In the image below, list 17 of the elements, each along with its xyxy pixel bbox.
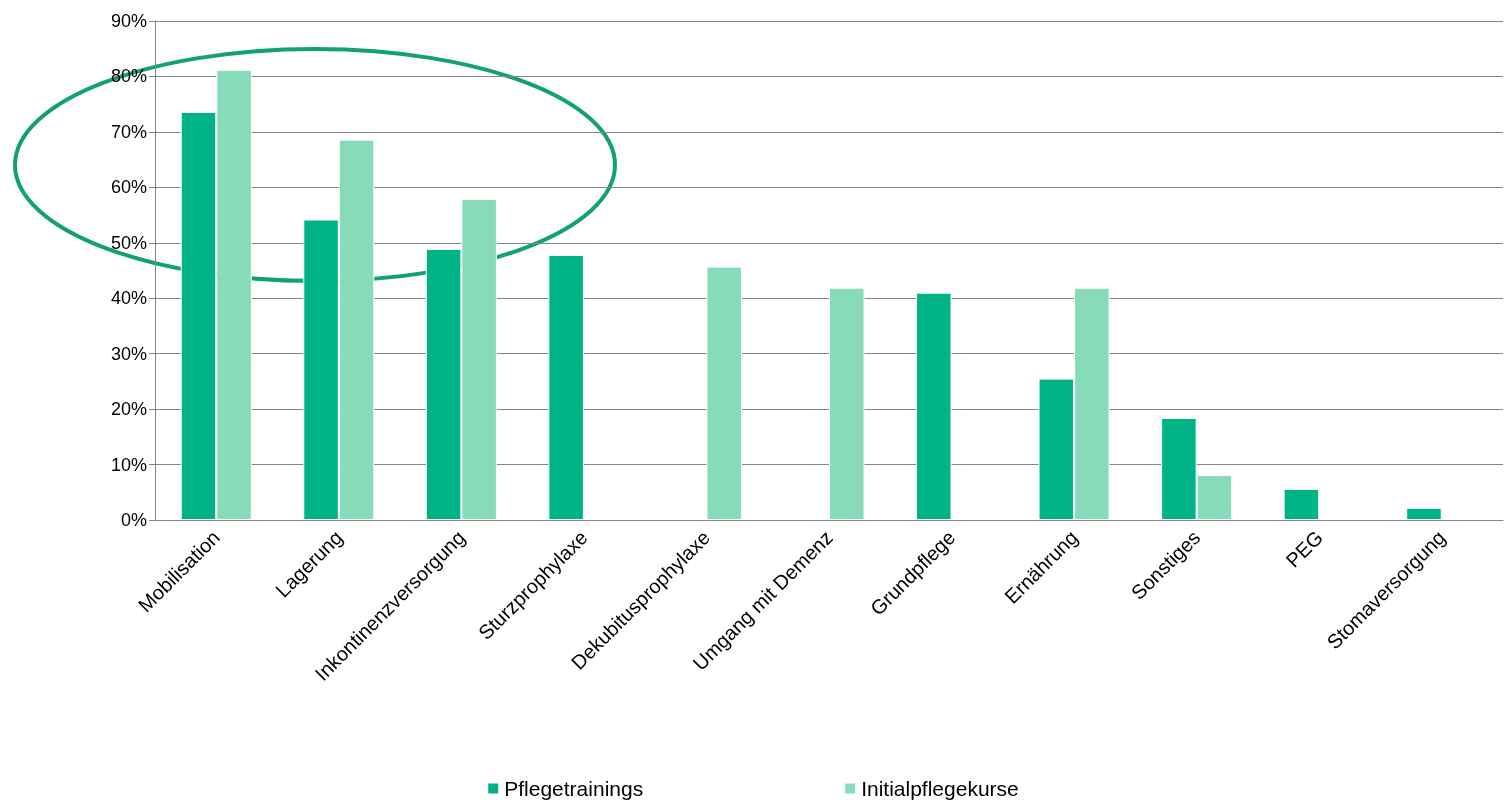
bar [829,287,865,520]
y-tick-label: 20% [110,399,147,420]
bar [916,292,952,520]
y-tick-label: 70% [110,121,147,142]
bar [1406,507,1442,520]
bar [706,266,742,520]
y-tick-label: 0% [120,510,147,530]
legend-label: Pflegetrainings [504,777,644,800]
bar [548,254,584,520]
legend-label: Initialpflegekurse [861,777,1019,800]
y-tick-label: 50% [110,232,147,253]
y-tick-label: 10% [110,454,147,475]
y-tick-label: 40% [110,288,147,309]
bar [1283,488,1320,520]
y-tick-label: 90% [110,11,147,31]
y-tick-label: 30% [110,343,147,364]
y-tick-label: 60% [110,177,147,198]
